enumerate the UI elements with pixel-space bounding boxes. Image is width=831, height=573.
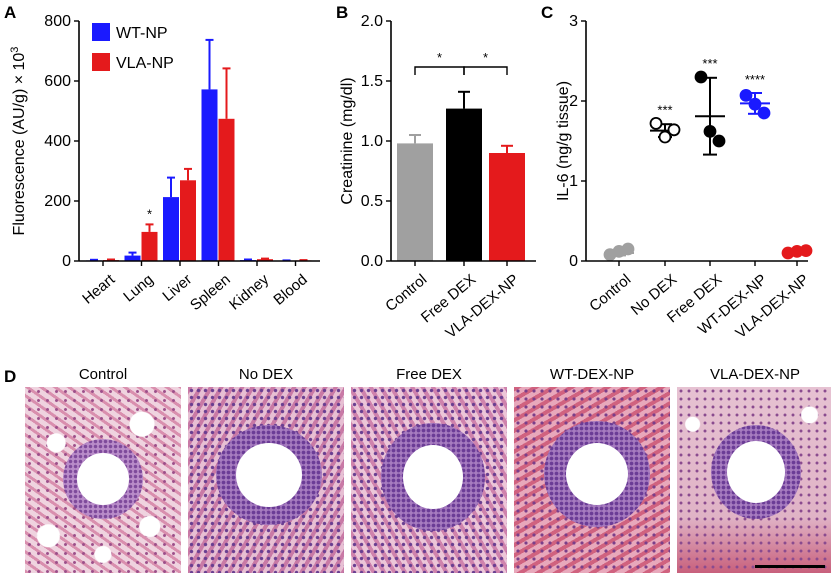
panel-label-a: A — [4, 3, 16, 22]
micrograph-title-wt-dex-np: WT-DEX-NP — [549, 366, 635, 383]
micrograph-title-vla-dex-np: VLA-DEX-NP — [709, 366, 801, 383]
panel-a-x-tick-label: Kidney — [226, 271, 272, 314]
panel-c-y-tick-label: 3 — [569, 13, 578, 30]
panel-a-y-tick-label: 600 — [44, 73, 71, 90]
panel-a-x-tick-label: Lung — [120, 271, 156, 305]
panel-a-y-tick-label: 0 — [62, 253, 71, 270]
panel-c-free-dex-point — [712, 134, 726, 148]
panel-c-wt-dex-np-point — [757, 106, 771, 120]
panel-c-control-point — [621, 242, 635, 256]
charts-abc: A 0 200 400 600 800 Fluorescence (AU/g) × 103 *… — [4, 3, 813, 386]
panel-c-free-dex-point — [703, 124, 717, 138]
panel-a-significance-star: * — [147, 206, 152, 221]
panel-b-significance-bracket — [414, 66, 465, 75]
panel-c-wt-dex-np-significance-stars: **** — [745, 72, 765, 87]
panel-a-bar-wt-np — [124, 255, 141, 261]
panel-c-no-dex-point — [658, 130, 672, 144]
panel-a-y-axis-label: Fluorescence (AU/g) × 103 — [9, 47, 28, 236]
panel-a-bar-vla-np — [141, 231, 158, 261]
panel-a-x-tick-label: Spleen — [187, 271, 234, 314]
panel-c-no-dex-significance-stars: *** — [657, 102, 672, 117]
micrograph-control — [25, 387, 181, 573]
panel-a-bar-vla-np — [257, 259, 273, 261]
panel-c-vla-dex-np-point — [799, 244, 813, 258]
panel-a-y-tick-label: 800 — [44, 13, 71, 30]
panel-c-y-tick-label: 1 — [569, 173, 578, 190]
panel-b-y-tick-label: 1.5 — [361, 73, 383, 90]
micrograph-title-control: Control — [78, 366, 128, 383]
micrograph-vla-dex-np — [677, 387, 831, 573]
panel-a-y-axis-label-superscript: 3 — [9, 47, 21, 53]
micrograph-wt-dex-np — [514, 387, 670, 573]
panel-a-y-tick-label: 200 — [44, 193, 71, 210]
panel-a-x-tick-label: Blood — [270, 271, 310, 309]
micrograph-free-dex — [351, 387, 507, 573]
panel-b-bar-free-dex — [446, 108, 482, 261]
micrograph-title-free-dex: Free DEX — [396, 366, 462, 383]
scale-bar — [755, 565, 825, 568]
panel-b-y-tick-label: 0.0 — [361, 253, 383, 270]
panel-b-significance-bracket — [463, 66, 508, 75]
panel-b-bar-vla-dex-np — [489, 153, 525, 261]
panel-c-free-dex-significance-stars: *** — [702, 56, 717, 71]
panel-a-bar-vla-np — [180, 180, 196, 261]
panel-label-b: B — [336, 3, 348, 22]
panel-c-x-tick-label: Control — [586, 271, 634, 315]
panel-label-d: D — [4, 367, 16, 386]
panel-a-bar-wt-np — [163, 197, 179, 261]
panel-a-bar-vla-np — [218, 118, 235, 261]
panel-c-y-tick-label: 2 — [569, 93, 578, 110]
panel-b-significance-star: * — [437, 50, 442, 65]
panel-c-no-dex-point — [649, 117, 663, 130]
panel-a-legend-label-vla-np: VLA-NP — [116, 55, 174, 72]
panel-c-x-tick-label: VLA-DEX-NP — [732, 271, 812, 342]
panel-a-legend-swatch-wt-np — [92, 23, 110, 41]
panel-a-bar-wt-np — [201, 89, 218, 262]
panel-b-y-tick-label: 2.0 — [361, 13, 383, 30]
panel-c-wt-dex-np-point — [748, 97, 762, 111]
panel-c-no-dex-point — [667, 123, 681, 137]
panel-c-y-axis-label: IL-6 (ng/g tissue) — [555, 81, 572, 201]
panel-label-c: C — [541, 3, 553, 22]
panel-b-y-tick-label: 1.0 — [361, 133, 383, 150]
panel-a-legend-label-wt-np: WT-NP — [116, 25, 168, 42]
panel-c-wt-dex-np-point — [739, 89, 753, 102]
micrograph-title-no-dex: No DEX — [238, 366, 294, 383]
panel-b-bar-control — [397, 143, 433, 261]
micrograph-no-dex — [188, 387, 344, 573]
panel-c-free-dex-point — [694, 70, 708, 84]
panel-b-y-tick-label: 0.5 — [361, 193, 383, 210]
panel-b-significance-star: * — [483, 50, 488, 65]
panel-a-x-tick-label: Heart — [79, 270, 119, 307]
panel-a-y-tick-label: 400 — [44, 133, 71, 150]
panel-a-legend-swatch-vla-np — [92, 53, 110, 71]
panel-b-y-axis-label: Creatinine (mg/dl) — [339, 77, 356, 204]
panel-c-y-tick-label: 0 — [569, 253, 578, 270]
